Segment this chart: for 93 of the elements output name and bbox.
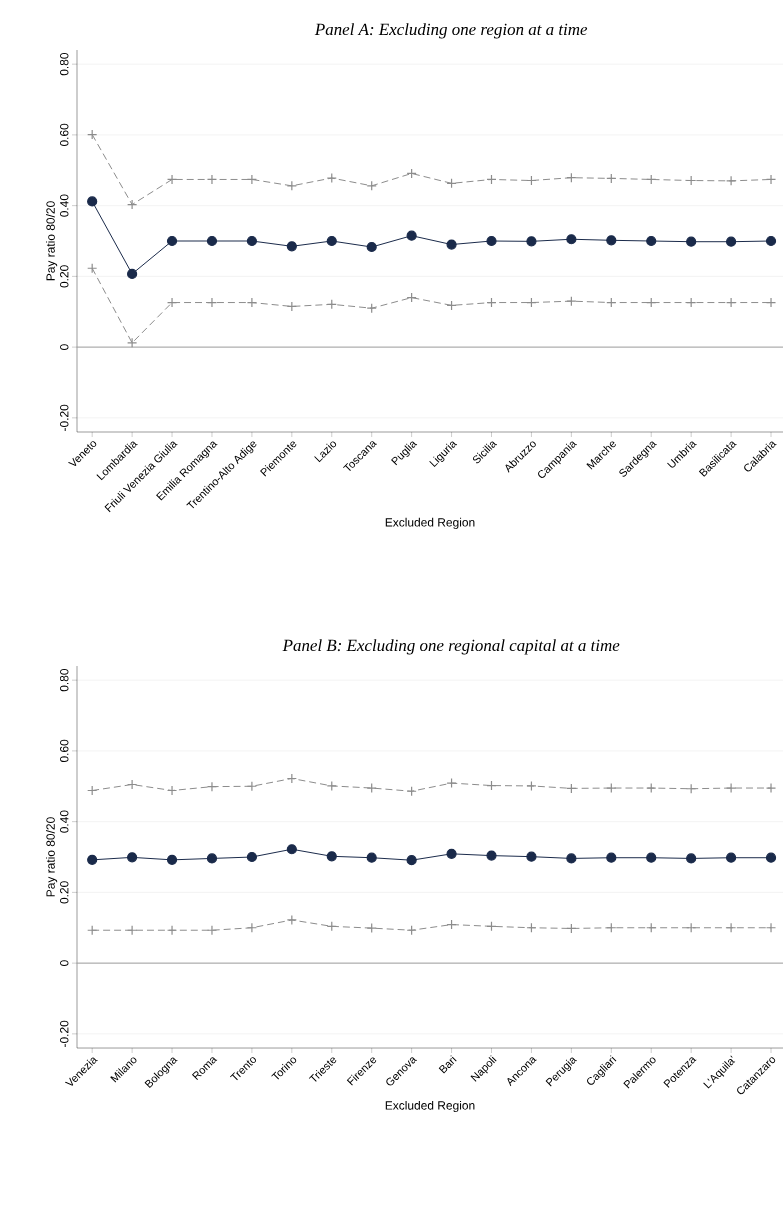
- point: [566, 234, 577, 245]
- point: [286, 914, 297, 926]
- point: [246, 174, 258, 185]
- point: [765, 235, 777, 247]
- point: [726, 297, 737, 308]
- point: [366, 782, 377, 794]
- point: [206, 174, 218, 185]
- point: [206, 235, 218, 247]
- point: [446, 300, 457, 311]
- chart-title: Panel A: Excluding one region at a time: [314, 23, 588, 39]
- point: [246, 781, 258, 792]
- point: [286, 844, 297, 855]
- point: [366, 923, 377, 934]
- x-axis-title: Excluded Region: [385, 1100, 475, 1113]
- point: [646, 235, 657, 247]
- point: [486, 850, 497, 861]
- point: [206, 297, 218, 308]
- point: [166, 854, 178, 865]
- point: [606, 782, 617, 794]
- point: [606, 852, 617, 863]
- point: [686, 236, 697, 247]
- point: [726, 175, 737, 186]
- y-tick-label: 0.40: [60, 810, 69, 833]
- point: [406, 855, 417, 866]
- y-axis-title: Pay ratio 80/20: [46, 817, 58, 897]
- x-tick-label: Bari: [438, 1055, 457, 1074]
- point: [206, 781, 218, 792]
- point: [246, 922, 258, 933]
- point: [166, 235, 178, 247]
- point: [166, 297, 178, 308]
- point: [246, 235, 258, 247]
- y-tick-label: 0.60: [60, 739, 69, 763]
- point: [726, 782, 737, 794]
- point: [206, 925, 218, 936]
- y-tick-label: 0: [60, 344, 69, 350]
- point: [686, 853, 697, 864]
- point: [246, 297, 258, 308]
- point: [127, 268, 138, 279]
- point: [366, 241, 377, 253]
- chart-title: Panel B: Excluding one regional capital at a time: [282, 639, 620, 655]
- point: [166, 785, 178, 796]
- point: [566, 296, 577, 307]
- point: [366, 852, 377, 863]
- point: [726, 852, 737, 863]
- point: [446, 919, 457, 930]
- point: [566, 853, 577, 864]
- point: [127, 852, 138, 863]
- point: [406, 230, 417, 241]
- point: [446, 239, 457, 250]
- y-tick-label: -0.20: [60, 1020, 69, 1047]
- point: [166, 925, 178, 936]
- point: [726, 922, 737, 933]
- x-axis-title: Excluded Region: [385, 517, 475, 529]
- y-tick-label: 0.80: [60, 52, 69, 76]
- point: [326, 780, 337, 792]
- point: [726, 236, 737, 247]
- point: [765, 782, 777, 794]
- point: [566, 923, 577, 934]
- point: [765, 852, 777, 863]
- point: [765, 297, 777, 308]
- point: [206, 853, 218, 864]
- point: [526, 851, 537, 862]
- point: [166, 174, 178, 185]
- point: [87, 196, 98, 207]
- y-tick-label: 0.20: [60, 881, 69, 904]
- point: [127, 199, 138, 210]
- y-tick-label: -0.20: [60, 404, 69, 431]
- point: [606, 235, 617, 246]
- point: [765, 922, 777, 933]
- y-axis-title: Pay ratio 80/20: [46, 201, 58, 281]
- point: [286, 241, 297, 252]
- point: [326, 235, 337, 247]
- point: [646, 782, 657, 794]
- point: [446, 777, 457, 789]
- point: [326, 172, 337, 184]
- y-tick-label: 0.60: [60, 123, 69, 147]
- y-tick-label: 0: [60, 960, 69, 966]
- point: [127, 925, 138, 936]
- point: [127, 779, 138, 790]
- point: [486, 235, 497, 247]
- point: [526, 236, 537, 247]
- point: [446, 848, 457, 859]
- point: [646, 852, 657, 863]
- y-tick-label: 0.80: [60, 668, 69, 692]
- point: [127, 337, 138, 348]
- point: [326, 851, 337, 862]
- point: [246, 851, 258, 863]
- point: [446, 178, 457, 189]
- point: [526, 780, 537, 792]
- point: [765, 174, 777, 185]
- y-tick-label: 0.40: [60, 194, 69, 217]
- y-tick-label: 0.20: [60, 265, 69, 288]
- point: [87, 854, 98, 865]
